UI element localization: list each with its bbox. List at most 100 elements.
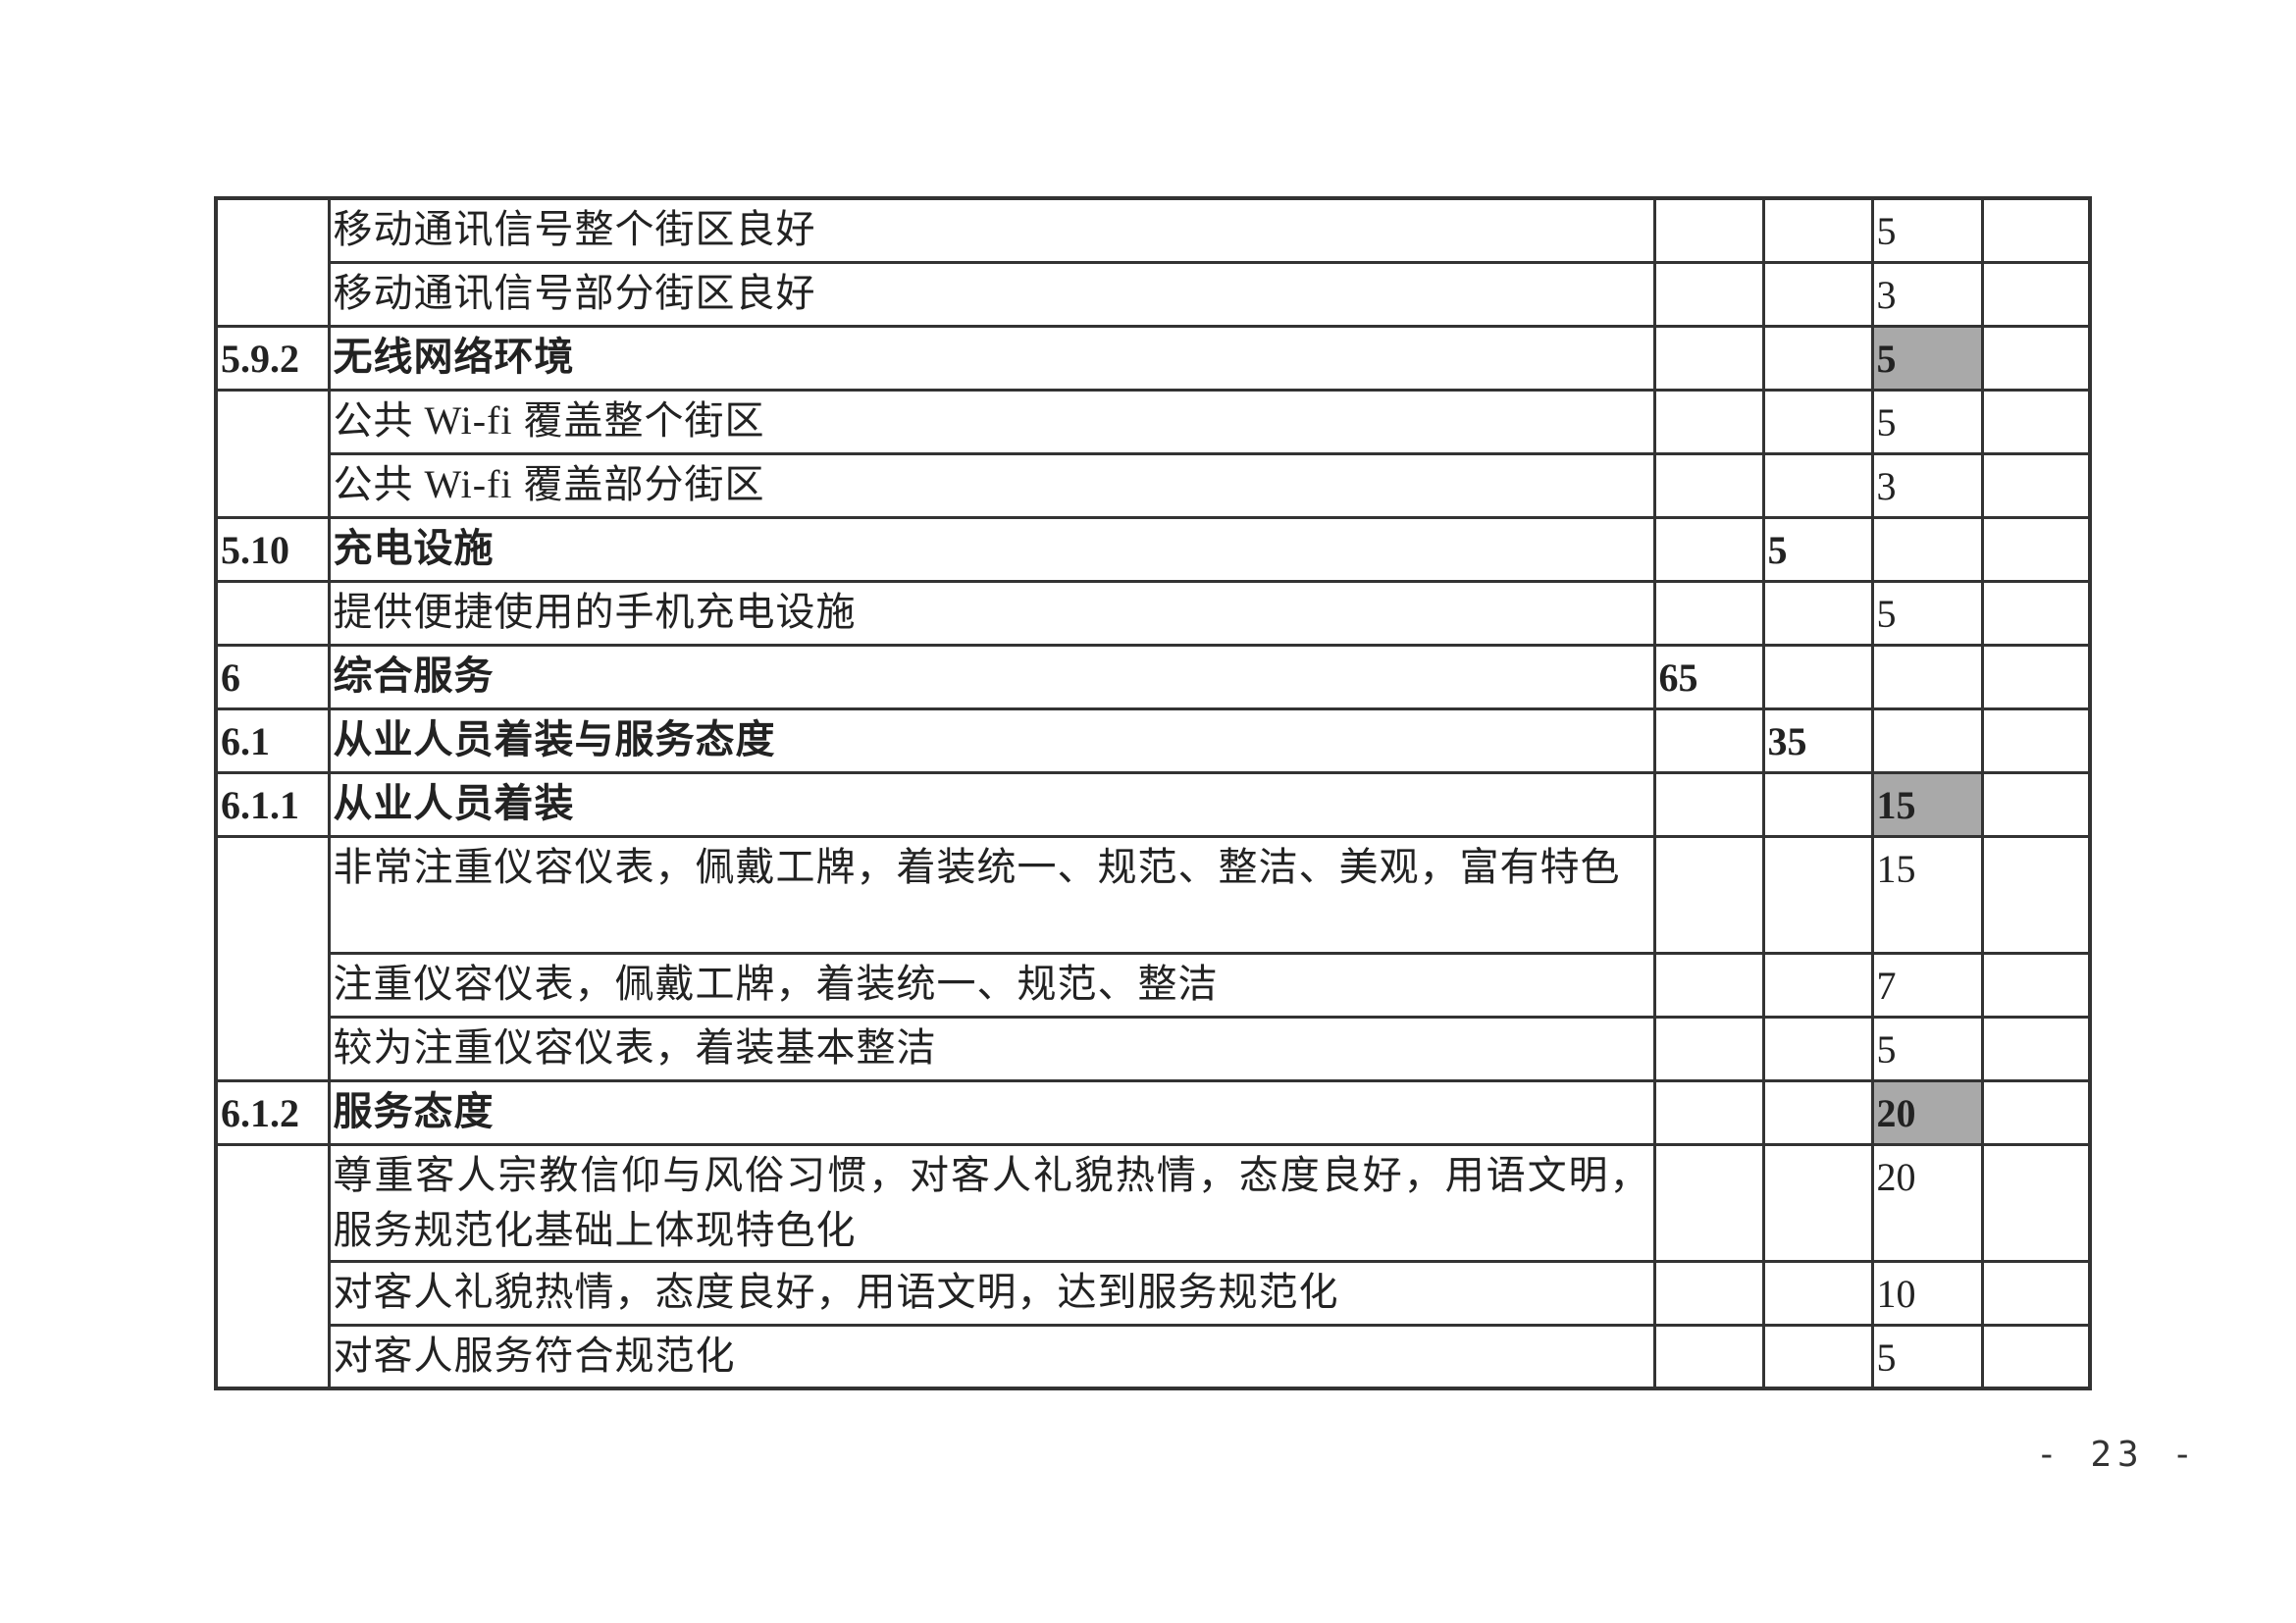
item-description-cell: 注重仪容仪表，佩戴工牌，着装统一、规范、整洁 [327,951,1656,1019]
score-cell-c3 [1761,451,1874,519]
table-row: 移动通讯信号部分街区良好 3 [216,260,2092,328]
page-number: - 23 - [2036,1435,2200,1475]
item-description-cell: 尊重客人宗教信仰与风俗习惯，对客人礼貌热情，态度良好，用语文明，服务规范化基础上… [327,1142,1656,1263]
item-code-cell [214,834,331,1082]
score-cell-c4: 7 [1870,951,1984,1019]
score-cell-c3 [1761,1142,1874,1263]
score-cell-c5 [1980,1259,2092,1327]
item-description-cell: 公共 Wi-fi 覆盖部分街区 [327,451,1656,519]
score-cell-c2 [1652,451,1765,519]
score-cell-c5 [1980,1015,2092,1082]
score-cell-c5 [1980,515,2092,583]
score-cell-c5 [1980,324,2092,392]
item-code-cell: 5.10 [214,515,331,583]
score-cell-c4: 10 [1870,1259,1984,1327]
score-cell-c5 [1980,451,2092,519]
score-cell-c2 [1652,1078,1765,1146]
score-cell-c5 [1980,834,2092,955]
table-row: 注重仪容仪表，佩戴工牌，着装统一、规范、整洁 7 [216,951,2092,1019]
score-cell-c2 [1652,951,1765,1019]
table-row: 较为注重仪容仪表，着装基本整洁 5 [216,1015,2092,1082]
score-cell-c4: 5 [1870,579,1984,647]
score-cell-c2: 65 [1652,643,1765,710]
score-cell-c4 [1870,707,1984,774]
score-cell-c3 [1761,1323,1874,1390]
item-code-cell [214,1142,331,1390]
item-description-cell: 从业人员着装 [327,770,1656,838]
item-description-cell: 提供便捷使用的手机充电设施 [327,579,1656,647]
item-description-cell: 对客人服务符合规范化 [327,1323,1656,1390]
score-cell-c3 [1761,770,1874,838]
table-row: 公共 Wi-fi 覆盖整个街区 5 [214,388,2092,519]
score-cell-c2 [1652,770,1765,838]
item-description-cell: 从业人员着装与服务态度 [327,707,1656,774]
score-cell-c3 [1761,579,1874,647]
item-code-cell [214,196,331,328]
score-cell-c5 [1980,579,2092,647]
score-cell-c2 [1652,707,1765,774]
item-code-cell: 6 [214,643,331,710]
score-cell-c2 [1652,579,1765,647]
score-cell-c5 [1980,388,2092,455]
table-row: 对客人服务符合规范化 5 [216,1323,2092,1390]
score-cell-c3 [1761,388,1874,455]
score-cell-c4: 5 [1870,1323,1984,1390]
scoring-table: 移动通讯信号整个街区良好 5 移动通讯信号部分街区良好 3 5.9.2 无线网络环境 5 公共… [214,196,2092,1390]
score-cell-c4: 5 [1870,196,1984,264]
item-description-cell: 对客人礼貌热情，态度良好，用语文明，达到服务规范化 [327,1259,1656,1327]
item-code-cell: 6.1.1 [214,770,331,838]
table-row: 公共 Wi-fi 覆盖部分街区 3 [216,451,2092,519]
item-description-cell: 无线网络环境 [327,324,1656,392]
score-cell-c2 [1652,1142,1765,1263]
score-cell-c4: 5 [1870,388,1984,455]
item-description-cell: 充电设施 [327,515,1656,583]
score-cell-c3 [1761,643,1874,710]
score-cell-c3 [1761,1259,1874,1327]
item-description-cell: 较为注重仪容仪表，着装基本整洁 [327,1015,1656,1082]
score-cell-c4 [1870,515,1984,583]
score-cell-c2 [1652,388,1765,455]
item-description-cell: 公共 Wi-fi 覆盖整个街区 [327,388,1656,455]
item-code-cell [214,388,331,519]
table-row: 6.1.1 从业人员着装 15 [214,770,2092,838]
item-description-cell: 服务态度 [327,1078,1656,1146]
score-cell-c2 [1652,1259,1765,1327]
score-cell-c3: 35 [1761,707,1874,774]
score-cell-c4: 3 [1870,451,1984,519]
score-cell-c2 [1652,196,1765,264]
score-cell-c4: 3 [1870,260,1984,328]
score-cell-c5 [1980,1323,2092,1390]
score-cell-c5 [1980,770,2092,838]
score-cell-c4 [1870,643,1984,710]
score-cell-c3: 5 [1761,515,1874,583]
score-cell-c5 [1980,707,2092,774]
item-code-cell: 6.1 [214,707,331,774]
score-cell-c2 [1652,1323,1765,1390]
score-cell-c4: 5 [1870,1015,1984,1082]
item-description-cell: 移动通讯信号部分街区良好 [327,260,1656,328]
score-cell-c4: 20 [1870,1142,1984,1263]
score-cell-c2 [1652,260,1765,328]
score-cell-c3 [1761,1078,1874,1146]
table-row: 提供便捷使用的手机充电设施 5 [214,579,2092,647]
item-code-cell: 5.9.2 [214,324,331,392]
score-cell-c3 [1761,260,1874,328]
score-cell-c3 [1761,834,1874,955]
table-row: 5.9.2 无线网络环境 5 [214,324,2092,392]
score-cell-c4: 15 [1870,834,1984,955]
table-row: 移动通讯信号整个街区良好 5 [214,196,2092,328]
item-description-cell: 移动通讯信号整个街区良好 [327,196,1656,264]
score-cell-c4: 15 [1870,770,1984,838]
score-cell-c5 [1980,951,2092,1019]
table-row: 非常注重仪容仪表，佩戴工牌，着装统一、规范、整洁、美观，富有特色 15 [214,834,2092,1082]
score-cell-c2 [1652,324,1765,392]
score-cell-c2 [1652,515,1765,583]
score-cell-c3 [1761,1015,1874,1082]
score-cell-c4: 5 [1870,324,1984,392]
table-row: 5.10 充电设施 5 [214,515,2092,583]
score-cell-c5 [1980,1142,2092,1263]
item-code-cell [214,579,331,647]
table-row: 6.1 从业人员着装与服务态度 35 [214,707,2092,774]
item-description-cell: 非常注重仪容仪表，佩戴工牌，着装统一、规范、整洁、美观，富有特色 [327,834,1656,955]
score-cell-c2 [1652,1015,1765,1082]
